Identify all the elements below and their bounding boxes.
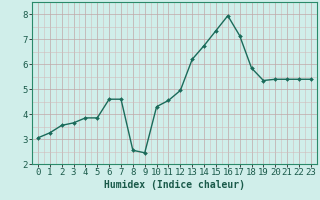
X-axis label: Humidex (Indice chaleur): Humidex (Indice chaleur) bbox=[104, 180, 245, 190]
